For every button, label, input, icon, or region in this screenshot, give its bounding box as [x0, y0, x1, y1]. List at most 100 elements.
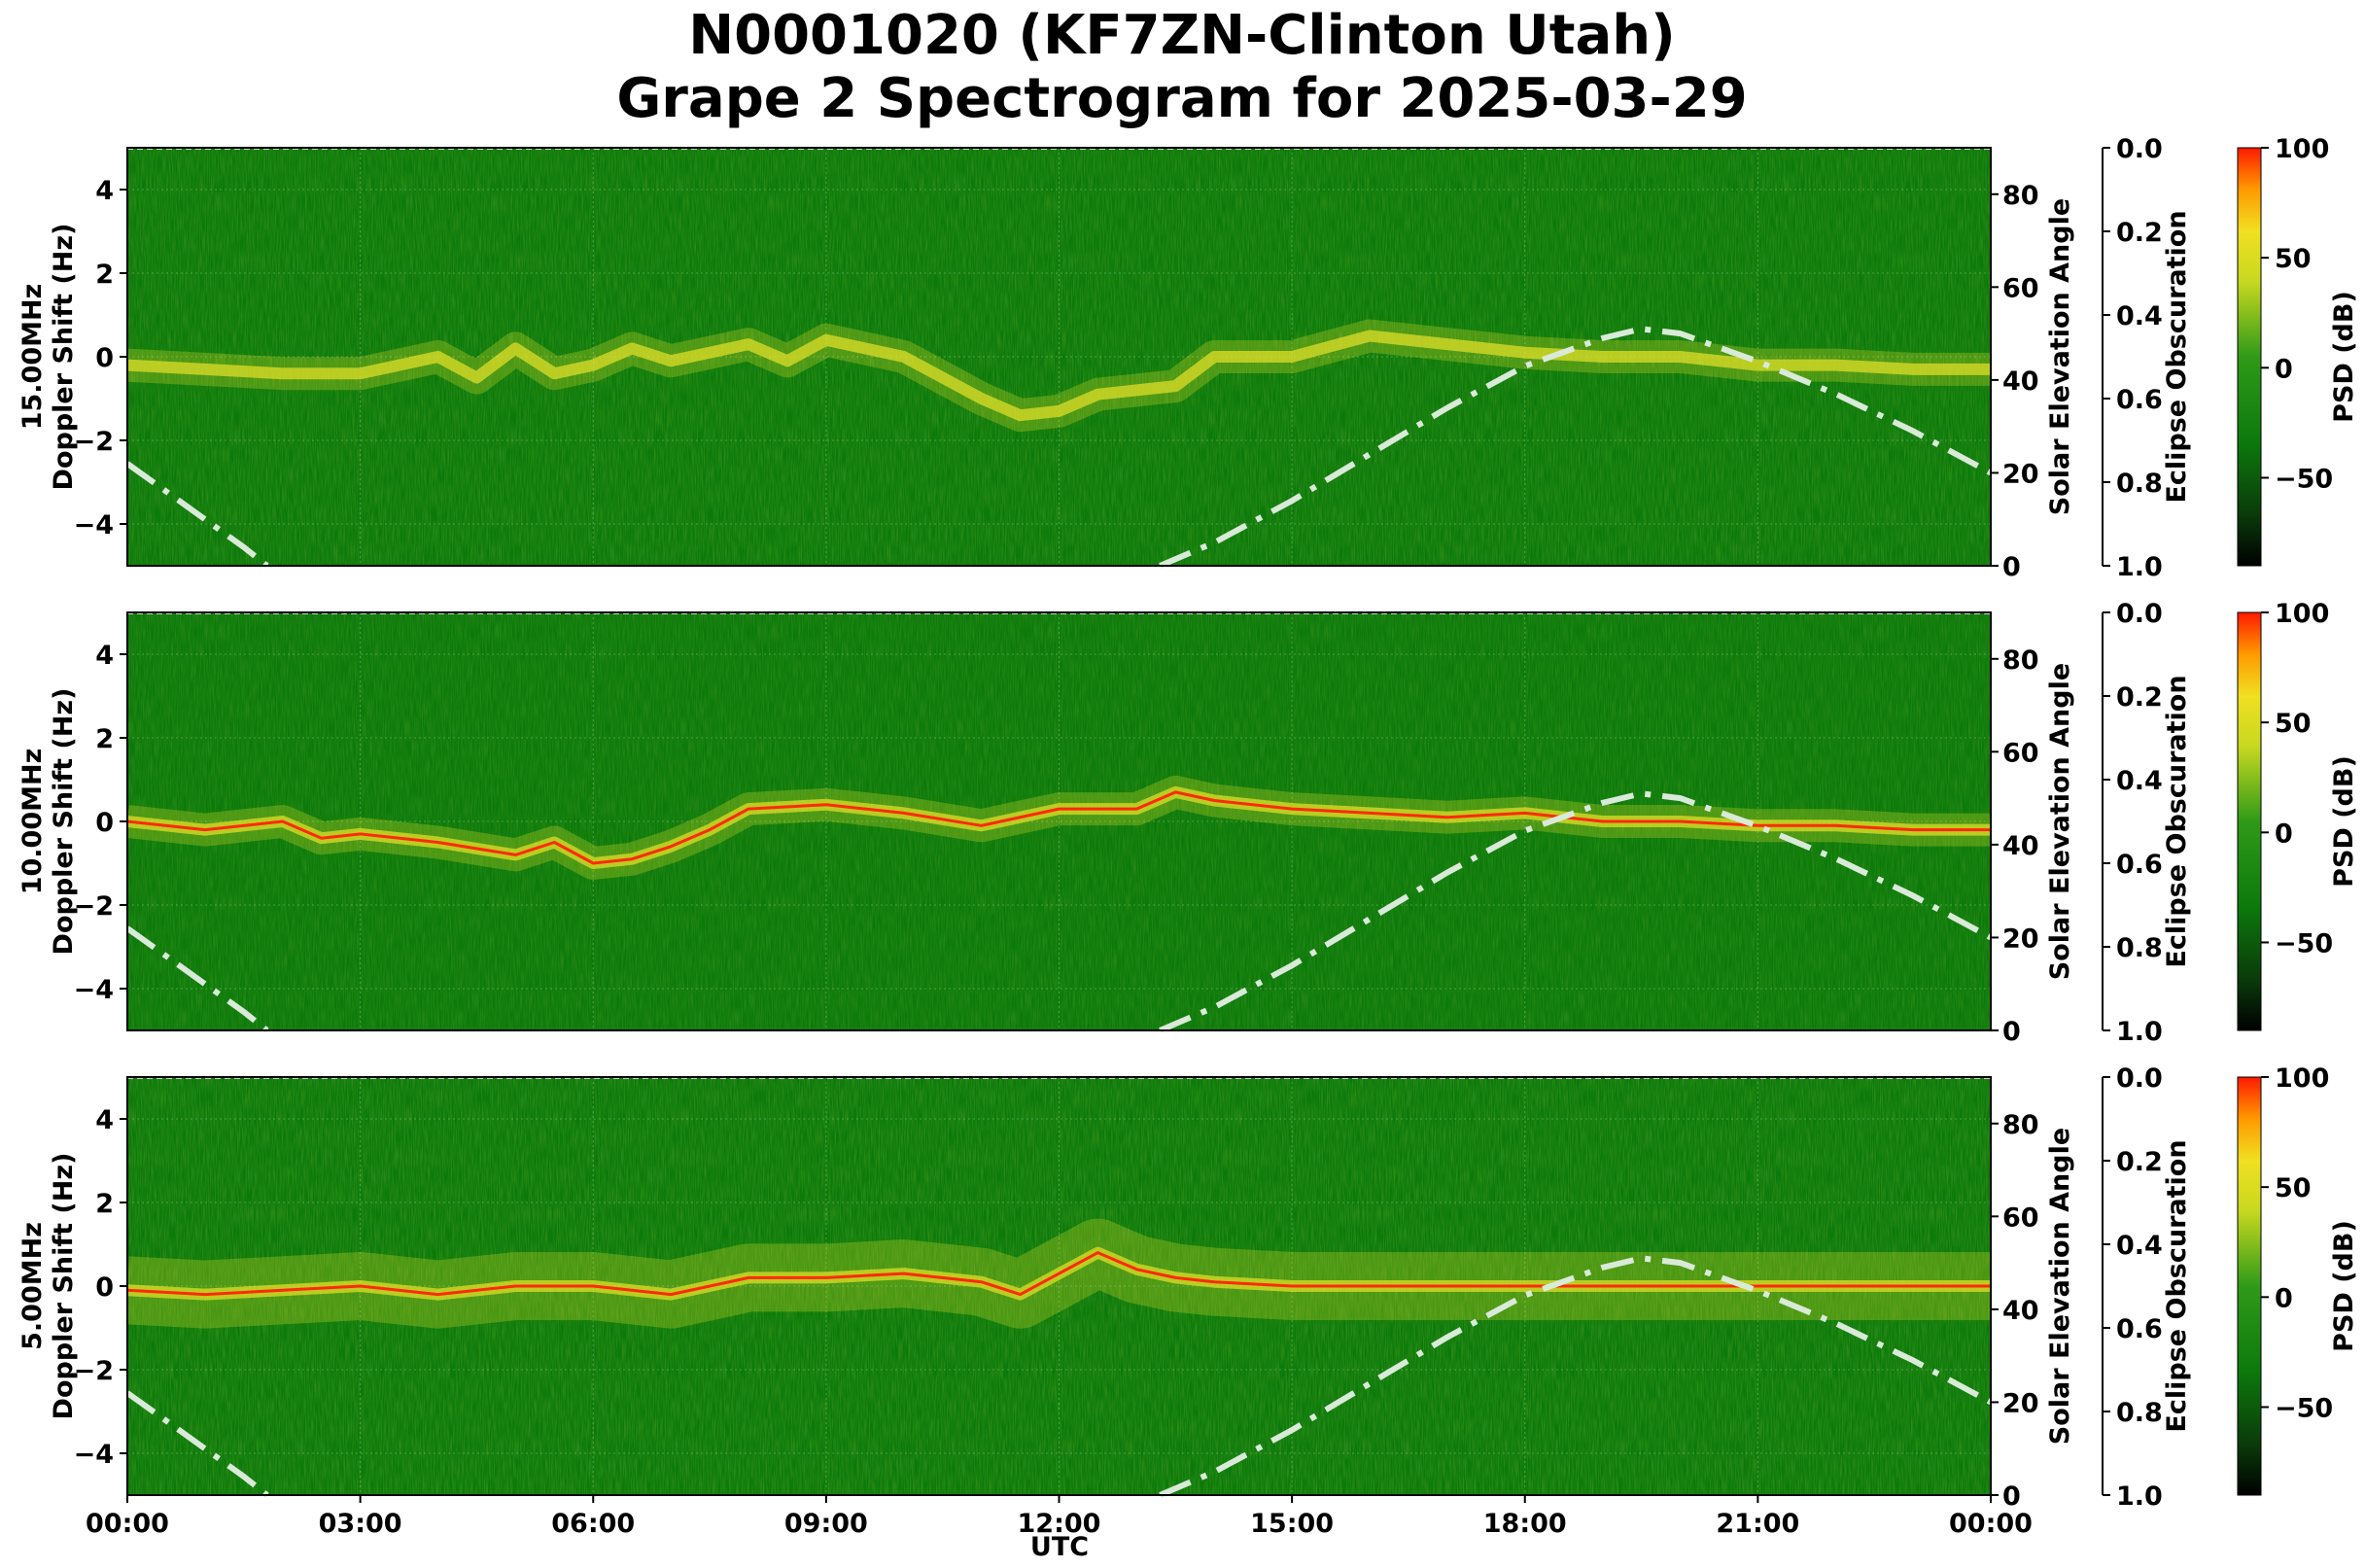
colorbar-tick-label: −50 — [2275, 928, 2333, 958]
solar-tick-label: 40 — [2002, 1296, 2039, 1326]
x-tick-label: 09:00 — [784, 1509, 868, 1539]
eclipse-tick-label: 0.0 — [2116, 1063, 2163, 1094]
eclipse-tick-label: 1.0 — [2116, 552, 2163, 582]
panel-5.00MHz: 420−2−45.00MHz Doppler Shift (Hz)02040608… — [17, 1063, 2359, 1512]
colorbar-tick-label: 0 — [2275, 1283, 2293, 1313]
eclipse-tick-label: 0.8 — [2116, 1398, 2163, 1428]
y-tick-label: 0 — [95, 343, 114, 373]
y-tick-label: 0 — [95, 808, 114, 838]
title-line-2: Grape 2 Spectrogram for 2025-03-29 — [616, 67, 1747, 130]
eclipse-tick-label: 0.4 — [2116, 1231, 2163, 1261]
eclipse-tick-label: 0.6 — [2116, 385, 2163, 415]
x-axis-label: UTC — [1030, 1532, 1089, 1562]
x-tick-label: 21:00 — [1716, 1509, 1799, 1539]
title-line-1: N0001020 (KF7ZN-Clinton Utah) — [688, 4, 1676, 67]
y-tick-label: 4 — [95, 641, 114, 671]
panel-15.00MHz: 420−2−415.00MHz Doppler Shift (Hz)0204060… — [17, 134, 2359, 582]
solar-elevation-curve — [125, 925, 269, 1033]
eclipse-axis-label: Eclipse Obscuration — [2162, 675, 2192, 967]
x-tick-label: 00:00 — [1949, 1509, 2033, 1539]
y-tick-label: −2 — [74, 891, 114, 922]
eclipse-tick-label: 0.2 — [2116, 1147, 2163, 1177]
solar-tick-label: 80 — [2002, 645, 2039, 676]
x-tick-label: 00:00 — [86, 1509, 169, 1539]
solar-elevation-curve — [125, 1390, 269, 1498]
y-tick-label: 4 — [95, 176, 114, 206]
y-tick-label: −4 — [74, 1440, 114, 1470]
x-tick-label: 15:00 — [1250, 1509, 1334, 1539]
frequency-label: 5.00MHz — [17, 1222, 48, 1350]
frequency-label: 15.00MHz — [17, 284, 48, 431]
y-tick-label: −4 — [74, 510, 114, 540]
solar-axis-label: Solar Elevation Angle — [2045, 663, 2075, 980]
solar-elevation-curve — [1159, 326, 1993, 569]
eclipse-tick-label: 0.4 — [2116, 766, 2163, 796]
eclipse-tick-label: 0.8 — [2116, 933, 2163, 963]
solar-axis-label: Solar Elevation Angle — [2045, 198, 2075, 515]
x-axis: 00:00 03:00 06:00 09:00 12:00 15:00 18:00 21:00… — [86, 1495, 2033, 1539]
y-tick-label: 2 — [95, 1189, 114, 1219]
y-tick-label: 4 — [95, 1105, 114, 1135]
eclipse-axis-label: Eclipse Obscuration — [2162, 210, 2192, 503]
y-tick-label: 2 — [95, 260, 114, 290]
y-tick-label: −4 — [74, 975, 114, 1005]
solar-tick-label: 80 — [2002, 1110, 2039, 1140]
eclipse-tick-label: 0.0 — [2116, 134, 2163, 164]
solar-tick-label: 80 — [2002, 181, 2039, 211]
eclipse-tick-label: 0.0 — [2116, 599, 2163, 629]
colorbar-tick-label: −50 — [2275, 464, 2333, 494]
eclipse-tick-label: 0.6 — [2116, 850, 2163, 880]
solar-tick-label: 0 — [2002, 1017, 2021, 1047]
x-tick-label: 18:00 — [1483, 1509, 1567, 1539]
eclipse-tick-label: 0.8 — [2116, 469, 2163, 499]
solar-elevation-curve — [125, 461, 269, 569]
solar-elevation-curve — [1159, 1255, 1993, 1498]
eclipse-tick-label: 0.6 — [2116, 1314, 2163, 1344]
doppler-signal-band — [126, 330, 1991, 422]
colorbar-tick-label: 50 — [2275, 709, 2312, 739]
colorbar — [2237, 147, 2262, 567]
eclipse-tick-label: 0.2 — [2116, 682, 2163, 713]
solar-tick-label: 20 — [2002, 459, 2039, 489]
eclipse-axis-label: Eclipse Obscuration — [2162, 1139, 2192, 1432]
y-tick-label: −2 — [74, 427, 114, 457]
colorbar — [2237, 1076, 2262, 1496]
doppler-signal-peak — [126, 790, 1991, 865]
solar-tick-label: 40 — [2002, 366, 2039, 397]
solar-tick-label: 0 — [2002, 1481, 2021, 1512]
colorbar-tick-label: 50 — [2275, 1173, 2312, 1203]
colorbar-label: PSD (dB) — [2329, 755, 2359, 888]
eclipse-tick-label: 0.2 — [2116, 218, 2163, 248]
eclipse-tick-label: 1.0 — [2116, 1481, 2163, 1512]
solar-tick-label: 40 — [2002, 831, 2039, 861]
frequency-label: 10.00MHz — [17, 749, 48, 895]
panel-10.00MHz: 420−2−410.00MHz Doppler Shift (Hz)0204060… — [17, 599, 2359, 1047]
y-tick-label: 2 — [95, 724, 114, 754]
x-tick-label: 03:00 — [319, 1509, 402, 1539]
solar-elevation-curve — [1159, 790, 1993, 1033]
colorbar — [2237, 611, 2262, 1031]
solar-tick-label: 60 — [2002, 738, 2039, 768]
y-axis-label: Doppler Shift (Hz) — [49, 1153, 79, 1420]
doppler-signal-peak — [126, 1251, 1991, 1297]
solar-tick-label: 60 — [2002, 273, 2039, 303]
solar-tick-label: 60 — [2002, 1202, 2039, 1233]
solar-tick-label: 0 — [2002, 552, 2021, 582]
colorbar-tick-label: 0 — [2275, 354, 2293, 384]
solar-tick-label: 20 — [2002, 1388, 2039, 1418]
colorbar-tick-label: 100 — [2275, 134, 2329, 164]
eclipse-tick-label: 1.0 — [2116, 1017, 2163, 1047]
colorbar-tick-label: 100 — [2275, 1063, 2329, 1094]
eclipse-tick-label: 0.4 — [2116, 301, 2163, 331]
colorbar-tick-label: 0 — [2275, 819, 2293, 849]
y-axis-label: Doppler Shift (Hz) — [49, 224, 79, 491]
colorbar-tick-label: 50 — [2275, 244, 2312, 274]
x-tick-label: 12:00 — [1018, 1509, 1101, 1539]
colorbar-tick-label: −50 — [2275, 1393, 2333, 1423]
solar-tick-label: 20 — [2002, 923, 2039, 954]
x-tick-label: 06:00 — [551, 1509, 635, 1539]
colorbar-label: PSD (dB) — [2329, 291, 2359, 423]
y-tick-label: −2 — [74, 1356, 114, 1386]
y-tick-label: 0 — [95, 1272, 114, 1303]
